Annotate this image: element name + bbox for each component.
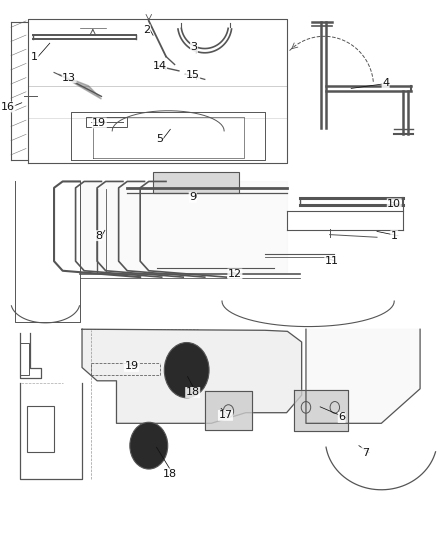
Text: 16: 16: [1, 102, 15, 112]
Text: 2: 2: [143, 25, 150, 35]
Text: 9: 9: [189, 192, 196, 203]
Text: 19: 19: [92, 118, 106, 128]
Text: 11: 11: [325, 256, 339, 266]
Text: 8: 8: [95, 231, 102, 241]
Text: 18: 18: [186, 387, 200, 398]
Text: 3: 3: [191, 43, 198, 52]
Circle shape: [164, 343, 209, 398]
Polygon shape: [80, 181, 286, 272]
Text: 19: 19: [124, 361, 138, 372]
Text: 10: 10: [387, 199, 401, 209]
Text: 7: 7: [362, 448, 369, 457]
Text: 18: 18: [162, 469, 177, 479]
Text: 15: 15: [186, 70, 200, 80]
Text: 13: 13: [62, 73, 76, 83]
Text: 1: 1: [391, 231, 398, 241]
Polygon shape: [58, 74, 102, 99]
Polygon shape: [306, 329, 420, 423]
Polygon shape: [205, 391, 252, 430]
Text: 12: 12: [228, 269, 242, 279]
Text: 5: 5: [156, 134, 163, 144]
Circle shape: [130, 422, 168, 469]
Text: 14: 14: [152, 61, 166, 70]
Text: 6: 6: [338, 413, 345, 423]
Bar: [21, 343, 29, 375]
Polygon shape: [294, 390, 348, 431]
Text: 1: 1: [31, 52, 38, 61]
Polygon shape: [82, 329, 302, 423]
Bar: [27, 406, 54, 451]
Bar: [86, 117, 127, 127]
Text: 4: 4: [382, 78, 389, 88]
Text: 17: 17: [219, 410, 233, 421]
FancyBboxPatch shape: [153, 172, 239, 193]
